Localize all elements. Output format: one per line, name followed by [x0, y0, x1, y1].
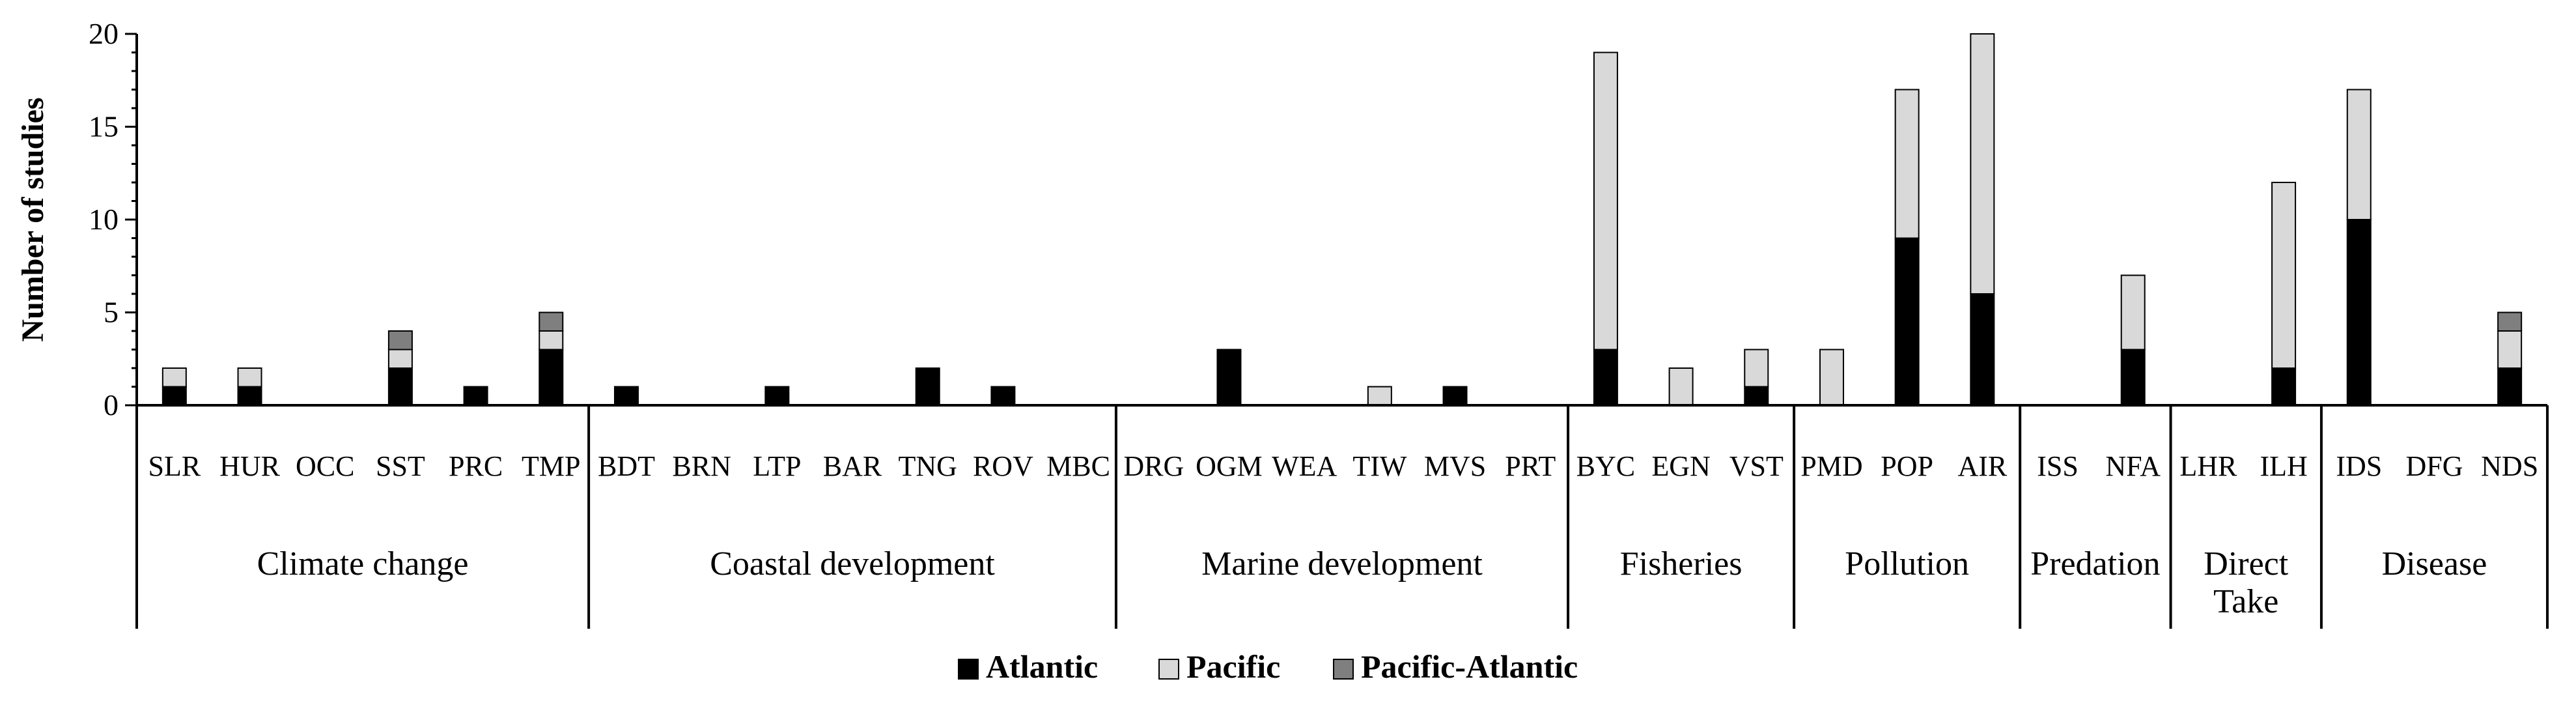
- x-category-label: ROV: [973, 450, 1033, 482]
- bar-nfa-atlantic: [2120, 349, 2146, 406]
- x-category-label: BRN: [672, 450, 731, 482]
- y-tick-label: 15: [89, 110, 119, 143]
- bar-sst-atlantic: [387, 367, 413, 406]
- legend-label-pacific-atlantic: Pacific-Atlantic: [1361, 648, 1578, 685]
- group-label: Disease: [2382, 545, 2487, 582]
- bar-ilh-pacific: [2271, 182, 2297, 369]
- legend-label-pacific: Pacific: [1186, 648, 1280, 685]
- bar-slr-pacific: [161, 367, 187, 388]
- bar-tmp-pacific: [539, 330, 564, 351]
- x-category-label: BAR: [823, 450, 882, 482]
- x-category-label: VST: [1729, 450, 1784, 482]
- x-category-label: WEA: [1272, 450, 1337, 482]
- x-category-label: BYC: [1576, 450, 1635, 482]
- x-category-label: ILH: [2260, 450, 2307, 482]
- y-tick-label: 20: [89, 17, 119, 50]
- labels-layer: 0 5 10 15 20 SLR HUR OCC SST PRC TMP BDT BRN LTP BAR TN…: [16, 17, 2538, 620]
- x-category-label: PRC: [449, 450, 503, 482]
- x-category-label: MBC: [1046, 450, 1110, 482]
- bar-nds-pacific: [2497, 330, 2523, 369]
- bar-pop-pacific: [1894, 89, 1920, 239]
- x-category-label: DFG: [2405, 450, 2463, 482]
- bar-tiw-pacific: [1367, 386, 1392, 406]
- bar-nds-pacific-atlantic: [2497, 311, 2523, 332]
- x-category-label: NDS: [2481, 450, 2538, 482]
- x-category-label: IDS: [2336, 450, 2382, 482]
- bar-sst-pacific-atlantic: [387, 330, 413, 351]
- x-category-label: BDT: [598, 450, 655, 482]
- y-axis-label: Number of studies: [16, 97, 50, 341]
- bar-ids-pacific: [2346, 89, 2372, 220]
- group-label: Pollution: [1845, 545, 1969, 582]
- bar-air-atlantic: [1970, 293, 1995, 406]
- legend-swatch-pacific: [1158, 659, 1179, 680]
- x-category-label: SST: [376, 450, 425, 482]
- bar-ltp-atlantic: [764, 386, 790, 406]
- legend-swatch-pacific-atlantic: [1333, 659, 1354, 680]
- x-category-label: EGN: [1651, 450, 1710, 482]
- x-category-label: LTP: [753, 450, 801, 482]
- x-category-label: LHR: [2179, 450, 2237, 482]
- x-category-label: TMP: [522, 450, 580, 482]
- group-label: Marine development: [1201, 545, 1483, 582]
- bar-hur-pacific: [237, 367, 262, 388]
- bar-nds-atlantic: [2497, 367, 2523, 406]
- bar-egn-pacific: [1668, 367, 1694, 406]
- axes-layer: [125, 33, 2549, 629]
- bar-pop-atlantic: [1894, 237, 1920, 406]
- bar-nfa-pacific: [2120, 274, 2146, 351]
- group-label: Direct Take: [2204, 545, 2288, 620]
- bar-hur-atlantic: [237, 386, 262, 406]
- bar-tng-atlantic: [915, 367, 940, 406]
- x-category-label: ISS: [2037, 450, 2079, 482]
- x-category-label: MVS: [1424, 450, 1486, 482]
- bar-bdt-atlantic: [613, 386, 639, 406]
- bar-ogm-atlantic: [1216, 349, 1242, 406]
- legend: Atlantic Pacific Pacific-Atlantic: [958, 648, 1578, 685]
- bar-tmp-atlantic: [539, 349, 564, 406]
- bar-slr-atlantic: [161, 386, 187, 406]
- bar-byc-atlantic: [1593, 349, 1618, 406]
- group-label: Climate change: [257, 545, 469, 582]
- bar-ids-atlantic: [2346, 219, 2372, 406]
- group-label: Predation: [2030, 545, 2160, 582]
- y-tick-label: 5: [104, 296, 119, 329]
- x-category-label: AIR: [1957, 450, 2007, 482]
- bars-layer: [161, 33, 2523, 406]
- legend-label-atlantic: Atlantic: [986, 648, 1098, 685]
- x-category-label: OGM: [1196, 450, 1263, 482]
- bar-vst-pacific: [1744, 349, 1769, 388]
- x-category-label: PRT: [1505, 450, 1556, 482]
- y-tick-label: 0: [104, 388, 119, 422]
- x-category-label: OCC: [296, 450, 354, 482]
- bar-pmd-pacific: [1819, 349, 1844, 406]
- bar-vst-atlantic: [1744, 386, 1769, 406]
- x-category-label: TIW: [1352, 450, 1407, 482]
- group-label: Coastal development: [710, 545, 995, 582]
- bar-byc-pacific: [1593, 51, 1618, 351]
- x-category-label: PMD: [1800, 450, 1862, 482]
- x-category-label: TNG: [899, 450, 957, 482]
- x-category-label: POP: [1881, 450, 1933, 482]
- bar-tmp-pacific-atlantic: [539, 311, 564, 332]
- x-category-label: SLR: [148, 450, 201, 482]
- bar-prc-atlantic: [463, 386, 488, 406]
- bar-ilh-atlantic: [2271, 367, 2297, 406]
- group-label: Fisheries: [1620, 545, 1743, 582]
- x-category-label: HUR: [219, 450, 281, 482]
- y-tick-label: 10: [89, 203, 119, 236]
- x-category-label: DRG: [1123, 450, 1184, 482]
- bar-rov-atlantic: [990, 386, 1016, 406]
- bar-air-pacific: [1970, 33, 1995, 294]
- bar-sst-pacific: [387, 349, 413, 369]
- bar-mvs-atlantic: [1442, 386, 1468, 406]
- x-category-label: NFA: [2105, 450, 2161, 482]
- legend-swatch-atlantic: [958, 659, 979, 680]
